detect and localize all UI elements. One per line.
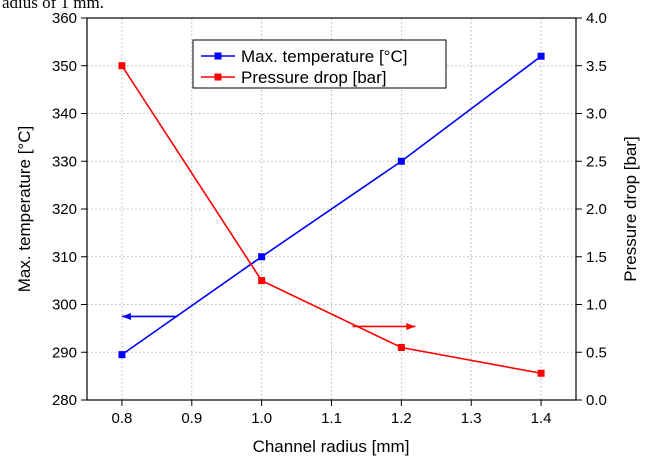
y2-tick-label: 0.0 bbox=[586, 392, 607, 409]
x-tick-label: 1.2 bbox=[391, 410, 412, 427]
y2-tick-label: 2.0 bbox=[586, 201, 607, 218]
caption-fragment: adius of 1 mm. bbox=[0, 0, 647, 16]
x-tick-label: 1.1 bbox=[321, 410, 342, 427]
data-point bbox=[118, 351, 126, 359]
y-tick-label: 310 bbox=[52, 249, 77, 266]
y-tick-label: 300 bbox=[52, 297, 77, 314]
data-point bbox=[118, 62, 126, 70]
y-axis-left: 280 290 300 310 320 330 340 350 360 bbox=[52, 10, 87, 409]
legend-marker bbox=[214, 73, 222, 81]
y2-tick-label: 4.0 bbox=[586, 10, 607, 27]
y-tick-label: 360 bbox=[52, 10, 77, 27]
annotation-arrow-head bbox=[121, 312, 131, 320]
y2-tick-label: 2.5 bbox=[586, 153, 607, 170]
legend-box bbox=[192, 39, 447, 89]
series-line-0 bbox=[121, 55, 542, 356]
data-point bbox=[397, 157, 405, 165]
x-tick-label: 1.4 bbox=[531, 410, 552, 427]
data-point bbox=[397, 343, 405, 351]
x-axis: 0.8 0.9 1.0 1.1 1.2 1.3 1.4 bbox=[111, 400, 552, 427]
y2-tick-label: 3.0 bbox=[586, 106, 607, 123]
legend-label: Max. temperature [°C] bbox=[241, 47, 407, 66]
y-tick-label: 330 bbox=[52, 153, 77, 170]
y2-tick-label: 3.5 bbox=[586, 58, 607, 75]
x-tick-label: 0.8 bbox=[111, 410, 132, 427]
y-axis-left-title: Max. temperature [°C] bbox=[15, 126, 34, 292]
annotation-arrows bbox=[121, 312, 416, 330]
y2-tick-label: 1.0 bbox=[586, 297, 607, 314]
data-point bbox=[258, 253, 266, 261]
caption-fragment-text: adius of 1 mm. bbox=[2, 0, 104, 12]
y-tick-label: 280 bbox=[52, 392, 77, 409]
x-tick-label: 0.9 bbox=[181, 410, 202, 427]
series-line-1 bbox=[121, 65, 542, 375]
data-point bbox=[537, 369, 545, 377]
y-tick-label: 350 bbox=[52, 58, 77, 75]
y2-tick-label: 1.5 bbox=[586, 249, 607, 266]
x-axis-title: Channel radius [mm] bbox=[253, 437, 410, 456]
annotation-arrow-head bbox=[406, 322, 416, 330]
y-tick-label: 320 bbox=[52, 201, 77, 218]
y-axis-right: 0.0 0.5 1.0 1.5 2.0 2.5 3.0 3.5 4.0 bbox=[576, 10, 607, 409]
data-point bbox=[258, 277, 266, 285]
legend: Max. temperature [°C] Pressure drop [bar] bbox=[192, 39, 447, 89]
x-tick-label: 1.0 bbox=[251, 410, 272, 427]
y-tick-label: 340 bbox=[52, 106, 77, 123]
y2-tick-label: 0.5 bbox=[586, 344, 607, 361]
legend-label: Pressure drop [bar] bbox=[241, 68, 387, 87]
y-axis-right-title: Pressure drop [bar] bbox=[621, 136, 640, 282]
y-tick-label: 290 bbox=[52, 344, 77, 361]
x-tick-label: 1.3 bbox=[461, 410, 482, 427]
legend-marker bbox=[214, 52, 222, 60]
data-point bbox=[537, 52, 545, 60]
series-group bbox=[118, 52, 545, 377]
